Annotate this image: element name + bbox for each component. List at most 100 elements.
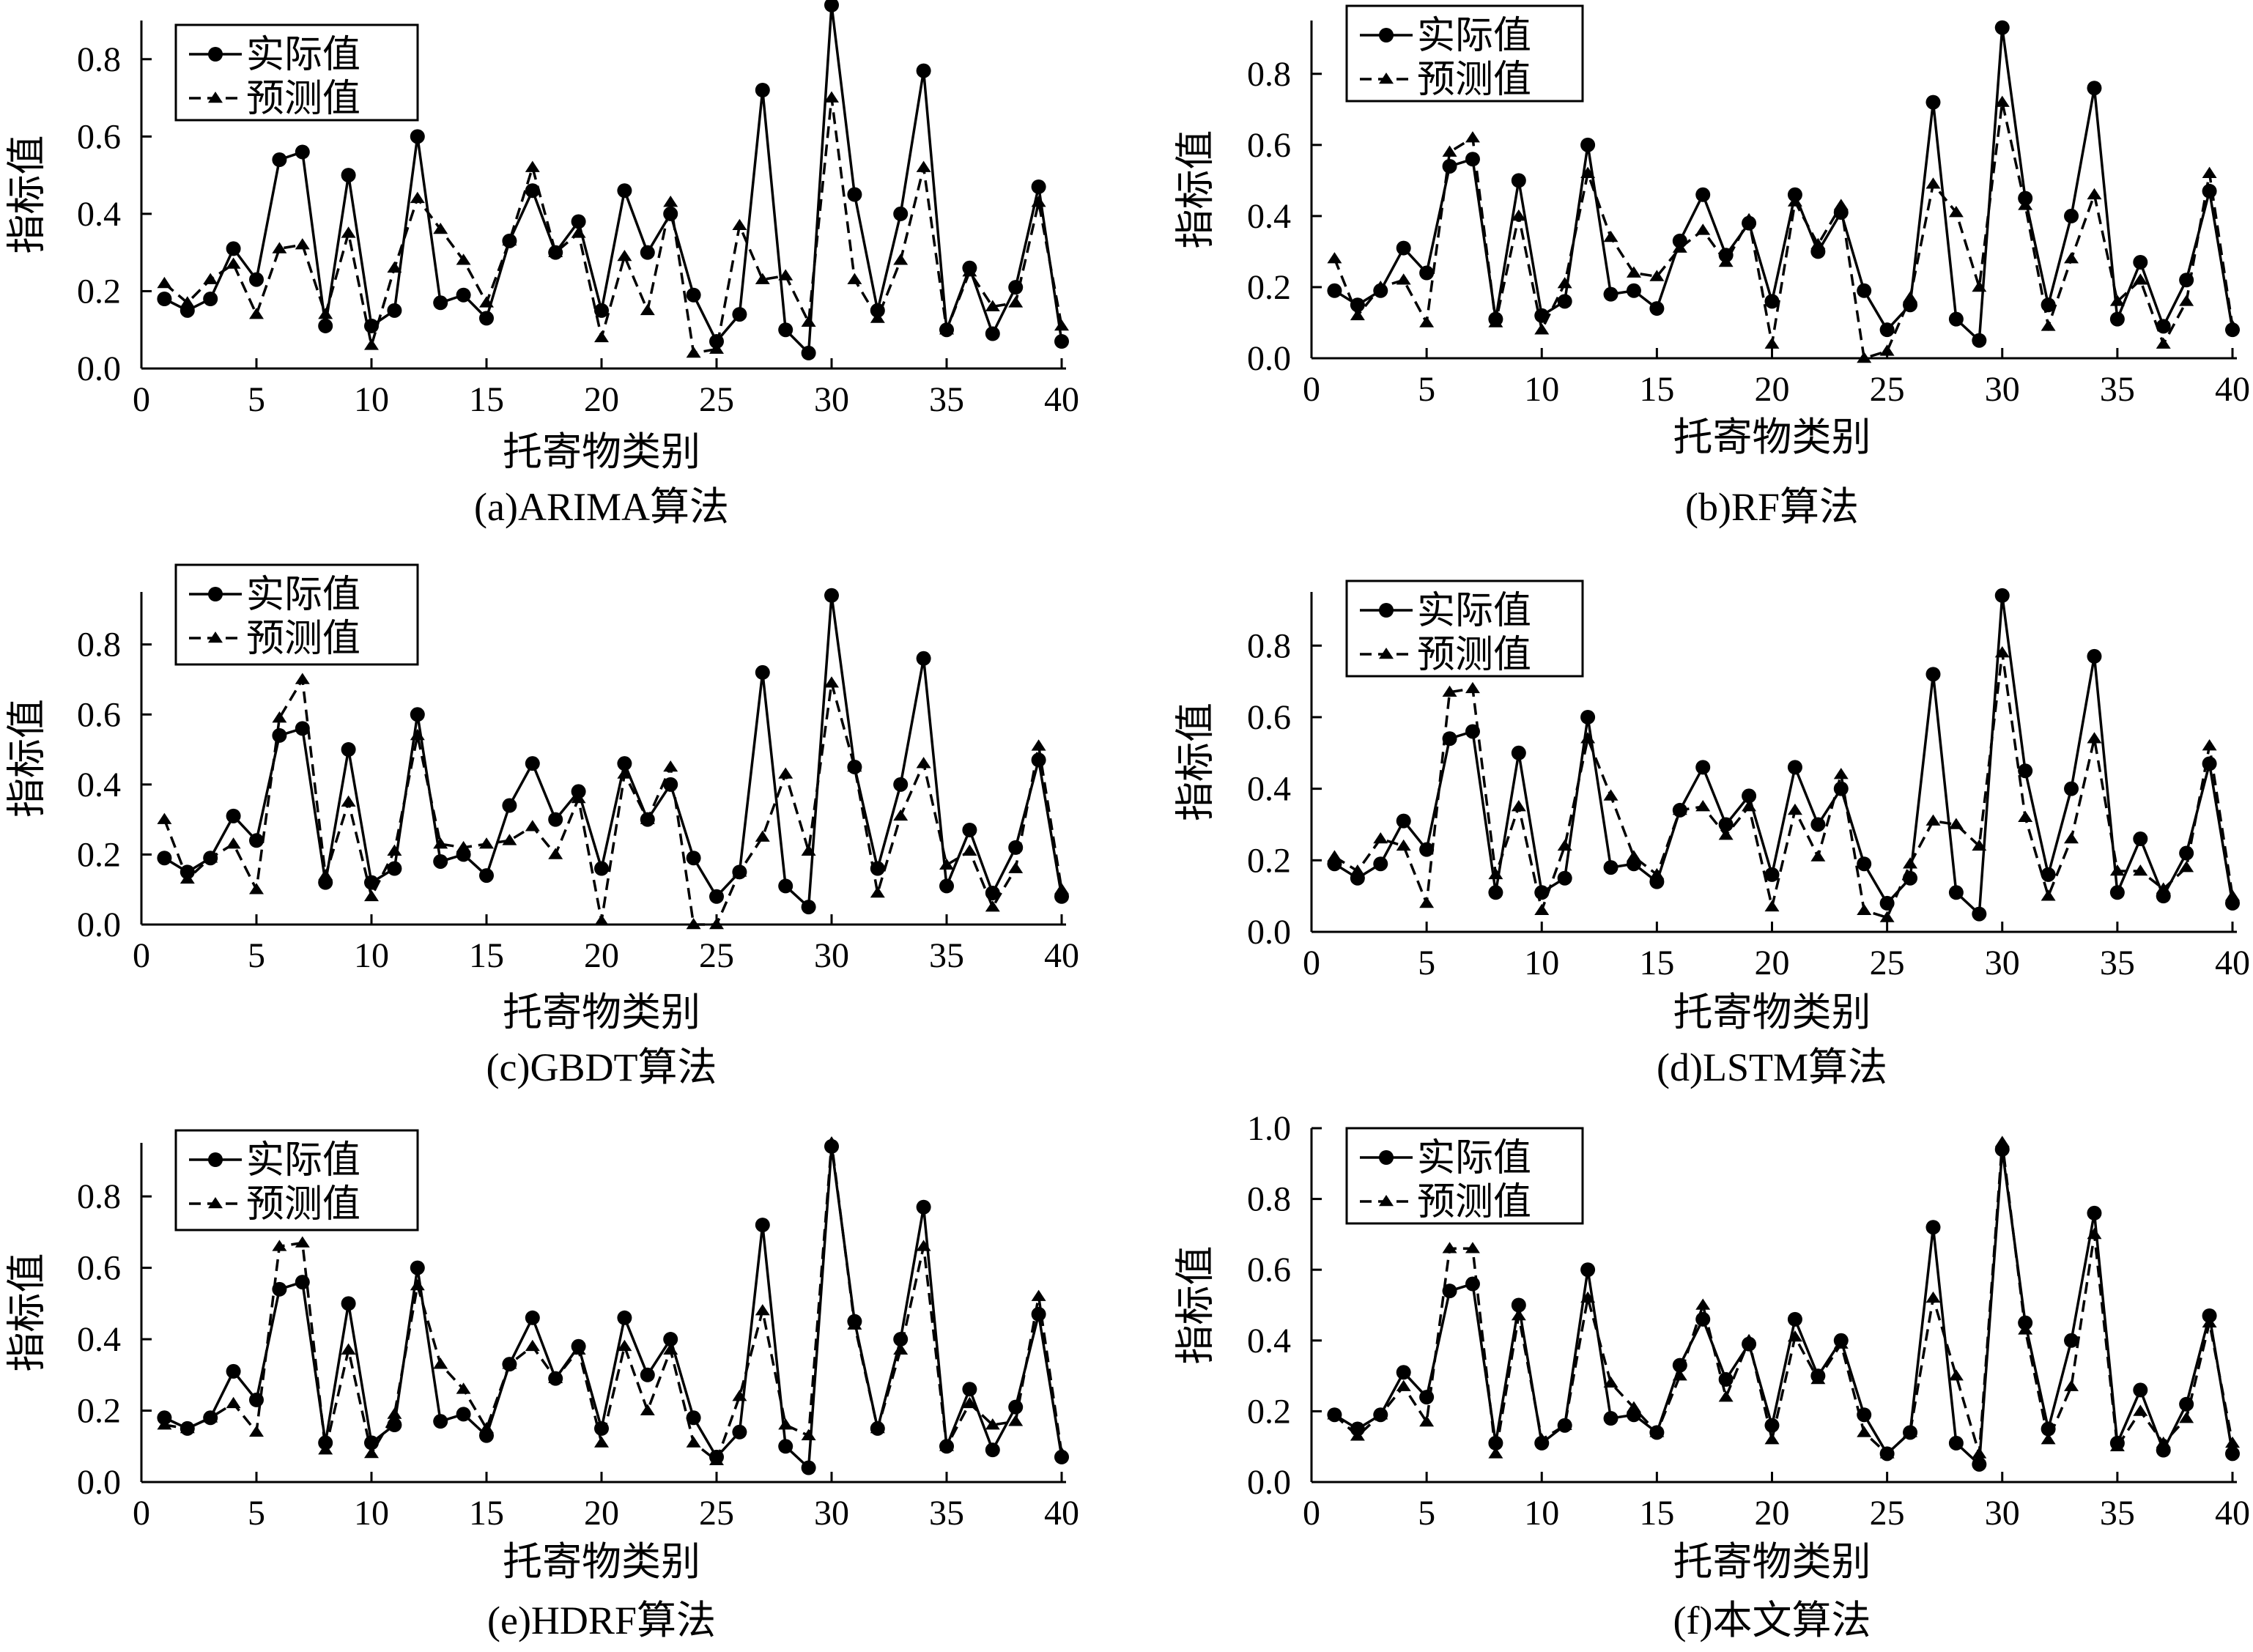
data-point-predicted: [1603, 1376, 1618, 1388]
data-point-actual: [824, 0, 839, 12]
data-point-predicted: [157, 276, 172, 289]
data-point-actual: [617, 1310, 632, 1325]
data-point-predicted: [686, 346, 701, 358]
data-point-actual: [1695, 760, 1711, 775]
data-point-actual: [1396, 813, 1411, 829]
data-point-predicted: [1626, 266, 1641, 278]
data-point-predicted: [778, 269, 793, 281]
data-point-actual: [916, 1199, 931, 1215]
y-tick-label: 0.0: [1247, 1463, 1291, 1502]
data-point-actual: [962, 822, 977, 837]
data-point-predicted: [2156, 1436, 2171, 1448]
data-point-actual: [2225, 1446, 2240, 1462]
data-point-predicted: [916, 1240, 931, 1251]
data-point-actual: [755, 664, 770, 680]
data-point-actual: [1396, 1365, 1411, 1380]
x-tick-label: 0: [1303, 944, 1320, 982]
x-tick-label: 25: [699, 1494, 734, 1533]
x-tick-label: 15: [469, 380, 504, 419]
legend-label: 预测值: [1417, 59, 1531, 101]
data-point-predicted: [180, 1421, 195, 1434]
data-point-predicted: [1903, 1426, 1918, 1437]
data-point-predicted: [226, 257, 241, 269]
data-point-predicted: [755, 273, 770, 284]
data-point-predicted: [1810, 850, 1826, 862]
y-tick-label: 0.8: [77, 1177, 121, 1216]
data-point-predicted: [525, 160, 540, 172]
data-point-predicted: [1764, 900, 1780, 912]
y-tick-label: 1.0: [1247, 1109, 1291, 1148]
data-point-predicted: [203, 273, 218, 284]
data-point-predicted: [1511, 800, 1526, 812]
data-point-actual: [2087, 648, 2102, 664]
data-point-predicted: [249, 1425, 264, 1437]
data-point-predicted: [1742, 212, 1757, 225]
data-point-predicted: [1327, 1408, 1342, 1420]
data-point-actual: [1580, 1262, 1596, 1278]
data-point-predicted: [1488, 1447, 1503, 1459]
y-tick-label: 0.4: [1247, 770, 1291, 809]
data-point-predicted: [1994, 95, 2010, 107]
data-point-actual: [1857, 856, 1872, 872]
legend-marker-circle: [208, 1152, 223, 1167]
data-point-predicted: [410, 191, 425, 204]
data-point-predicted: [1649, 867, 1665, 880]
data-point-predicted: [1764, 337, 1780, 349]
data-point-predicted: [594, 914, 609, 926]
data-point-predicted: [1488, 316, 1503, 327]
legend-label: 实际值: [246, 1140, 360, 1182]
x-axis-title: 托寄物类别: [1673, 990, 1871, 1034]
data-point-predicted: [2225, 889, 2240, 901]
data-point-actual: [1649, 301, 1665, 316]
data-point-predicted: [617, 249, 632, 262]
data-point-predicted: [295, 673, 310, 684]
data-point-predicted: [1925, 814, 1941, 826]
legend-marker-circle: [1379, 1150, 1394, 1165]
legend-label: 预测值: [1417, 1182, 1531, 1223]
data-point-predicted: [2202, 1316, 2217, 1327]
data-point-predicted: [1810, 1372, 1826, 1385]
legend-marker-circle: [208, 587, 223, 601]
data-point-actual: [1810, 817, 1826, 832]
data-point-predicted: [1833, 768, 1849, 779]
legend-marker-triangle: [208, 92, 223, 103]
data-point-actual: [2202, 1308, 2217, 1323]
data-point-actual: [1879, 322, 1895, 338]
data-point-predicted: [1857, 903, 1872, 915]
y-tick-label: 0.6: [1247, 1251, 1291, 1289]
data-point-predicted: [732, 865, 747, 877]
data-point-predicted: [1925, 177, 1941, 189]
x-tick-label: 20: [584, 380, 619, 419]
data-point-predicted: [1419, 316, 1435, 327]
data-point-actual: [1419, 265, 1435, 281]
data-point-actual: [525, 1310, 540, 1325]
series-line-actual: [1333, 595, 2234, 917]
y-tick-label: 0.4: [1247, 1322, 1291, 1360]
series-line-predicted: [163, 675, 1063, 926]
data-point-actual: [1327, 283, 1342, 298]
data-point-predicted: [479, 1421, 494, 1434]
data-point-predicted: [1442, 685, 1457, 697]
data-point-actual: [433, 295, 448, 311]
panel-caption: (b)RF算法: [1685, 485, 1859, 529]
data-point-actual: [2133, 254, 2148, 270]
data-point-actual: [1787, 760, 1802, 775]
data-point-predicted: [2041, 1433, 2056, 1445]
x-tick-label: 30: [1985, 944, 2020, 982]
data-point-predicted: [594, 1436, 609, 1448]
y-tick-label: 0.6: [77, 117, 121, 156]
data-point-predicted: [1054, 883, 1069, 894]
data-point-actual: [226, 241, 241, 256]
data-point-predicted: [1994, 1136, 2010, 1147]
data-point-predicted: [1672, 1369, 1687, 1381]
legend-marker-triangle: [1379, 73, 1394, 84]
x-tick-label: 20: [584, 936, 619, 975]
y-tick-label: 0.4: [77, 195, 121, 234]
data-point-predicted: [778, 1418, 793, 1430]
x-tick-label: 15: [1639, 370, 1674, 409]
data-point-predicted: [2133, 273, 2148, 285]
data-point-predicted: [433, 223, 448, 234]
data-point-actual: [1972, 333, 1987, 348]
